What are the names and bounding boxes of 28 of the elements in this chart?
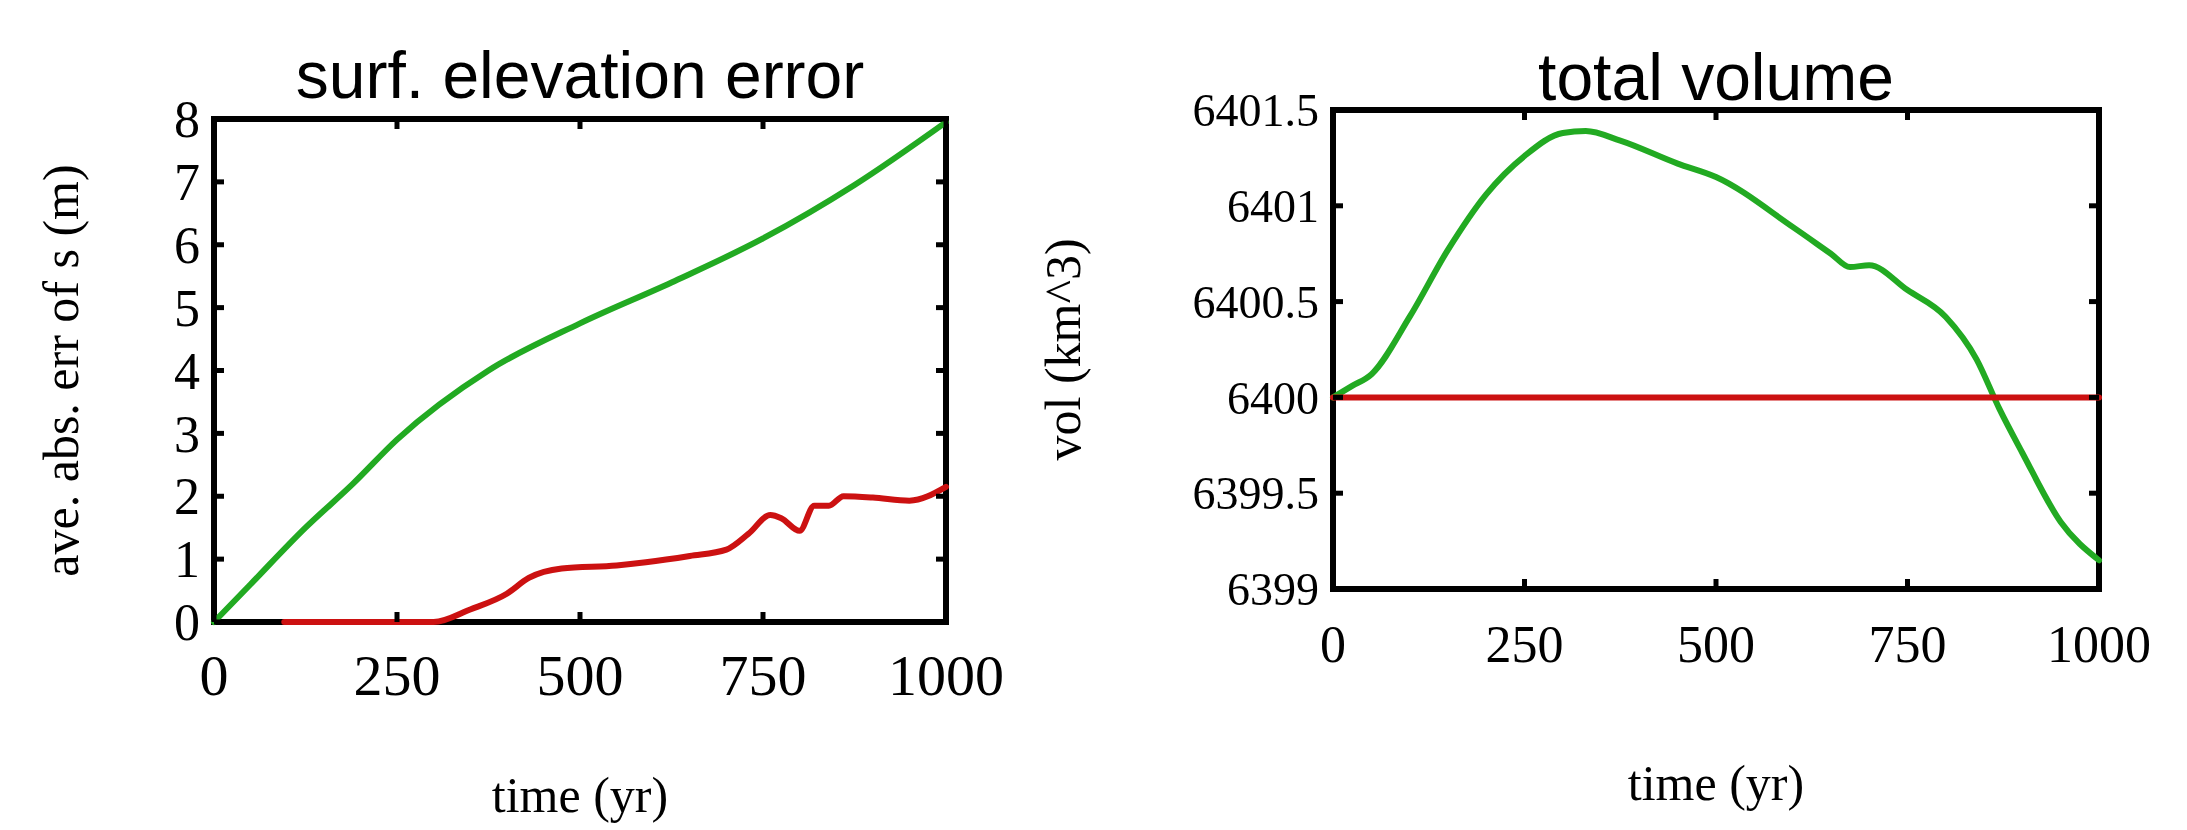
y-tick-label: 8 (174, 91, 200, 149)
y-tick-label: 6401 (1227, 180, 1319, 232)
x-tick-label: 250 (353, 643, 441, 708)
y-tick-label: 5 (174, 279, 200, 337)
chart-title: surf. elevation error (295, 38, 865, 112)
y-tick-label: 6399 (1227, 564, 1319, 616)
x-tick-label: 500 (1677, 616, 1755, 673)
y-tick-label: 7 (174, 154, 200, 212)
y-axis-title: vol (km^3) (1035, 238, 1091, 461)
y-tick-label: 6 (174, 216, 200, 274)
y-tick-label: 6401.5 (1192, 85, 1319, 137)
y-tick-label: 6400 (1227, 372, 1319, 424)
chart-title: total volume (1538, 40, 1894, 114)
y-axis-title: ave. abs. err of s (m) (33, 164, 89, 577)
y-tick-label: 6399.5 (1192, 468, 1319, 520)
y-tick-label: 4 (174, 342, 200, 400)
x-tick-label: 250 (1485, 616, 1564, 673)
y-tick-label: 3 (174, 405, 200, 463)
x-tick-label: 1000 (2047, 616, 2151, 673)
x-tick-label: 500 (536, 643, 624, 708)
x-axis-title: time (yr) (1627, 755, 1805, 811)
x-tick-label: 750 (719, 643, 807, 708)
y-tick-label: 6400.5 (1192, 276, 1319, 328)
x-tick-label: 750 (1868, 616, 1947, 673)
x-axis-title: time (yr) (491, 767, 669, 823)
y-tick-label: 2 (174, 468, 200, 526)
y-tick-label: 1 (174, 531, 200, 589)
x-tick-label: 1000 (888, 643, 1004, 708)
